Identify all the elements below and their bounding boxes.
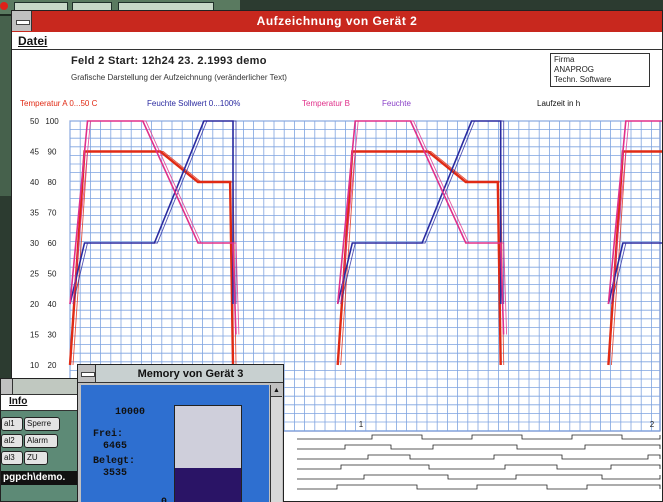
- alarm-button[interactable]: Alarm: [24, 434, 58, 448]
- lock-button[interactable]: Sperre: [24, 417, 60, 431]
- channel-button[interactable]: al2: [1, 434, 23, 448]
- info-window: Info al1 Sperre al2 Alarm al3 ZU pgpch\d…: [0, 378, 80, 502]
- legend-entry: Temperatur A 0...50 C: [20, 99, 98, 108]
- memory-free-value: 6465: [103, 441, 128, 452]
- legend-entry: Feuchte: [382, 99, 411, 108]
- background-window-edge: [0, 16, 12, 196]
- memory-free-label: Frei:: [93, 429, 124, 440]
- recording-window-titlebar[interactable]: Aufzeichnung von Gerät 2: [12, 11, 662, 32]
- digital-trace: [297, 444, 661, 450]
- series-line: [68, 150, 662, 366]
- system-menu-icon[interactable]: [1, 379, 13, 394]
- company-box: Firma ANAPROG Techn. Software: [550, 53, 650, 87]
- company-line: Firma: [554, 55, 575, 64]
- legend-entry: Laufzeit in h: [537, 99, 580, 108]
- system-menu-icon[interactable]: [78, 365, 96, 382]
- y-left-tick-label: 10: [30, 361, 39, 370]
- y-left-tick-label: 35: [30, 209, 39, 218]
- x-tick-label: 1: [359, 420, 364, 429]
- digital-trace: [297, 434, 661, 440]
- memory-scrollbar[interactable]: ▲: [270, 385, 282, 502]
- y-left-tick-label: 15: [30, 331, 39, 340]
- series-line-shadow: [72, 120, 662, 335]
- digital-trace: [297, 474, 661, 480]
- digital-trace: [297, 464, 661, 470]
- memory-window-titlebar[interactable]: Memory von Gerät 3: [78, 365, 283, 383]
- y-left-tick-label: 40: [30, 178, 39, 187]
- memory-used-label: Belegt:: [93, 456, 136, 467]
- legend-entry: Feuchte Sollwert 0...100%: [147, 99, 240, 108]
- x-tick-label: 2: [650, 420, 655, 429]
- y-right-tick-label: 40: [48, 300, 57, 309]
- y-left-tick-label: 20: [30, 300, 39, 309]
- series-line: [69, 120, 662, 305]
- y-right-tick-label: 100: [45, 117, 59, 126]
- series-line-shadow: [72, 120, 662, 305]
- y-left-tick-label: 45: [30, 148, 39, 157]
- file-path: pgpch\demo.: [1, 471, 79, 485]
- digital-trace: [297, 454, 661, 460]
- series-line: [69, 120, 662, 335]
- menu-info[interactable]: Info: [9, 396, 28, 407]
- company-line: Techn. Software: [554, 75, 612, 84]
- alarm-indicator-icon: [0, 2, 8, 10]
- close-button[interactable]: ZU: [24, 451, 48, 465]
- scroll-up-icon[interactable]: ▲: [271, 385, 282, 397]
- memory-used-value: 3535: [103, 468, 128, 479]
- system-menu-icon[interactable]: [12, 11, 32, 31]
- recording-subtitle: Grafische Darstellung der Aufzeichnung (…: [71, 73, 287, 82]
- recording-window-title: Aufzeichnung von Gerät 2: [256, 14, 418, 28]
- digital-channels: [297, 434, 661, 490]
- memory-window: Memory von Gerät 3 10000 Frei: 6465 Bele…: [77, 364, 284, 502]
- memory-used-fill: [175, 468, 241, 502]
- y-right-tick-label: 60: [48, 239, 57, 248]
- legend-entry: Temperatur B: [302, 99, 350, 108]
- info-window-titlebar[interactable]: [1, 379, 79, 395]
- memory-window-title: Memory von Gerät 3: [137, 368, 244, 380]
- menu-datei[interactable]: Datei: [18, 34, 48, 48]
- digital-trace: [297, 484, 661, 490]
- memory-usage-bar: [174, 405, 242, 502]
- memory-total: 10000: [115, 407, 146, 418]
- y-right-tick-label: 90: [48, 148, 57, 157]
- chart-series: [68, 120, 662, 366]
- y-left-tick-label: 30: [30, 239, 39, 248]
- channel-button[interactable]: al3: [1, 451, 23, 465]
- y-left-tick-label: 25: [30, 270, 39, 279]
- chart-ticks: 50 100 45 90 40 80 35 70 30 60 25 50 20 40 15 30 10 20 1 2: [30, 117, 655, 429]
- y-right-tick-label: 70: [48, 209, 57, 218]
- info-menu-bar: Info: [1, 395, 79, 411]
- y-right-tick-label: 30: [48, 331, 57, 340]
- chart-legend: Temperatur A 0...50 C Feuchte Sollwert 0.…: [20, 99, 580, 108]
- y-right-tick-label: 50: [48, 270, 57, 279]
- memory-zero-label: 0: [161, 497, 167, 502]
- y-right-tick-label: 20: [48, 361, 57, 370]
- memory-panel: 10000 Frei: 6465 Belegt: 3535 0: [81, 385, 269, 502]
- recording-heading: Feld 2 Start: 12h24 23. 2.1993 demo: [71, 55, 267, 67]
- y-right-tick-label: 80: [48, 178, 57, 187]
- company-line: ANAPROG: [554, 65, 595, 74]
- channel-button[interactable]: al1: [1, 417, 23, 431]
- menu-bar: Datei: [12, 32, 662, 50]
- y-left-tick-label: 50: [30, 117, 39, 126]
